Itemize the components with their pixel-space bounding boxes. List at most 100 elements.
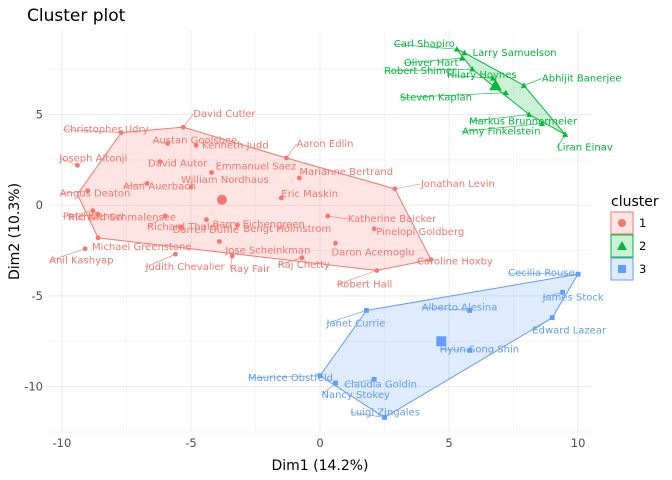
cluster-hulls: [76, 48, 580, 419]
cluster-1-point: [188, 184, 194, 190]
point-label: Luigi Zingales: [351, 407, 420, 418]
label-leader-line: [350, 412, 385, 418]
point-label: Caroline Hoxby: [417, 257, 493, 268]
point-label: Angus Deaton: [60, 189, 131, 200]
point-label: Robert Hall: [337, 280, 393, 291]
label-leader-line: [247, 375, 321, 379]
point-label: Eric Maskin: [281, 189, 338, 200]
point-label: Kenneth Judd: [202, 140, 268, 151]
label-leader-line: [421, 307, 470, 311]
point-label: Janet Currie: [325, 318, 385, 329]
chart-title: Cluster plot: [27, 6, 126, 26]
label-leader-line: [556, 134, 566, 148]
cluster-2-point: [469, 66, 476, 72]
point-label: Liran Einav: [557, 142, 613, 153]
label-leader-line: [523, 78, 543, 86]
point-label: Raj Chetty: [278, 260, 330, 271]
cluster-1-center: [216, 194, 227, 205]
cluster-1-point: [74, 162, 80, 168]
label-leader-line: [123, 183, 148, 187]
point-label: Robert Shimer: [384, 66, 457, 77]
label-leader-line: [461, 123, 542, 132]
cluster-1-point: [371, 226, 377, 232]
point-label: Pete Klenow: [63, 212, 124, 223]
cluster-3-point: [549, 315, 555, 321]
x-tick-label: 0: [316, 436, 323, 450]
point-labels: Christopher Udry David Cutler Austan Gools…: [49, 39, 622, 418]
legend-marker-2: [617, 241, 627, 250]
cluster-1-point: [216, 239, 222, 244]
cluster-1-point: [173, 251, 178, 257]
point-label: Richard Schmalensee: [68, 212, 176, 223]
cluster-1-point: [95, 235, 101, 241]
label-leader-line: [399, 92, 506, 98]
label-leader-line: [542, 291, 563, 298]
legend-label-1: 1: [639, 216, 646, 230]
plot-grid: [49, 31, 591, 433]
label-leader-line: [326, 310, 367, 324]
point-label: Amy Finkelstein: [462, 127, 541, 138]
cluster-1-point: [193, 142, 199, 148]
y-tick-label: 5: [36, 107, 43, 121]
label-leader-line: [327, 215, 348, 220]
point-label: Austan Goolsbee: [153, 135, 238, 146]
point-label: Oliver Hart: [404, 58, 459, 69]
cluster-1-point: [204, 217, 209, 223]
point-label: Christopher Udry: [63, 125, 148, 136]
x-tick-label: -10: [53, 436, 72, 450]
y-axis-title: Dim2 (10.3%): [7, 183, 23, 280]
label-leader-line: [508, 272, 579, 275]
cluster-3-point: [333, 380, 338, 386]
point-label: Claudia Goldin: [344, 379, 417, 390]
cluster-2-center: [489, 79, 502, 91]
point-label: Bengt Holmstrom: [243, 224, 331, 235]
point-label: Hyun Song Shin: [440, 344, 519, 355]
label-leader-line: [146, 215, 166, 228]
point-label: Larry Samuelson: [473, 48, 557, 59]
legend-marker-3: [618, 265, 626, 273]
cluster-1-point: [296, 175, 302, 181]
label-leader-line: [49, 248, 86, 262]
label-leader-line: [439, 349, 470, 351]
legend-marker-1: [618, 219, 626, 227]
point-label: Nancy Stokey: [321, 390, 390, 401]
cluster-1-point: [278, 195, 284, 201]
label-leader-line: [532, 317, 553, 331]
point-label: Pinelopi Goldberg: [376, 227, 464, 238]
point-label: David Autor: [148, 159, 208, 170]
y-tick-label: -5: [32, 289, 43, 303]
point-label: Katherine Baicker: [348, 214, 437, 225]
label-leader-line: [446, 74, 493, 79]
label-leader-line: [59, 190, 88, 194]
legend: cluster 1 2 3: [610, 194, 659, 281]
legend-label-3: 3: [639, 262, 646, 276]
label-leader-line: [229, 255, 233, 270]
point-label: Joseph Altonji: [58, 153, 127, 164]
axis-ticks: -10 -5 0 5 10 -10 -5 0 5: [24, 107, 585, 450]
label-leader-line: [277, 257, 303, 266]
label-leader-line: [59, 157, 78, 166]
point-label: Richard Thaler: [147, 222, 221, 233]
cluster-1-point: [333, 240, 338, 246]
label-leader-line: [384, 68, 473, 72]
legend-title: cluster: [611, 194, 659, 210]
point-label: Edward Lazear: [532, 326, 607, 337]
label-leader-line: [63, 129, 122, 133]
point-label: Barry Eichengreen: [212, 220, 304, 231]
label-leader-line: [321, 382, 336, 396]
point-label: Darrell Duffie: [173, 225, 239, 236]
x-tick-label: 5: [445, 436, 452, 450]
point-label: Maurice Obstfeld: [248, 373, 333, 384]
cluster-1-point: [157, 159, 163, 165]
point-label: Carl Shapiro: [394, 39, 455, 50]
y-tick-label: 0: [36, 198, 43, 212]
point-label: Anil Kashyap: [49, 256, 113, 267]
label-leader-line: [403, 57, 462, 64]
label-leader-line: [145, 253, 176, 268]
point-label: Jonathan Levin: [420, 179, 495, 190]
label-leader-line: [152, 140, 168, 144]
cluster-1-point: [235, 222, 240, 228]
cluster-1-point: [118, 130, 124, 136]
point-label: Markus Brunnermeier: [469, 116, 578, 127]
point-label: Aaron Edlin: [296, 139, 353, 150]
